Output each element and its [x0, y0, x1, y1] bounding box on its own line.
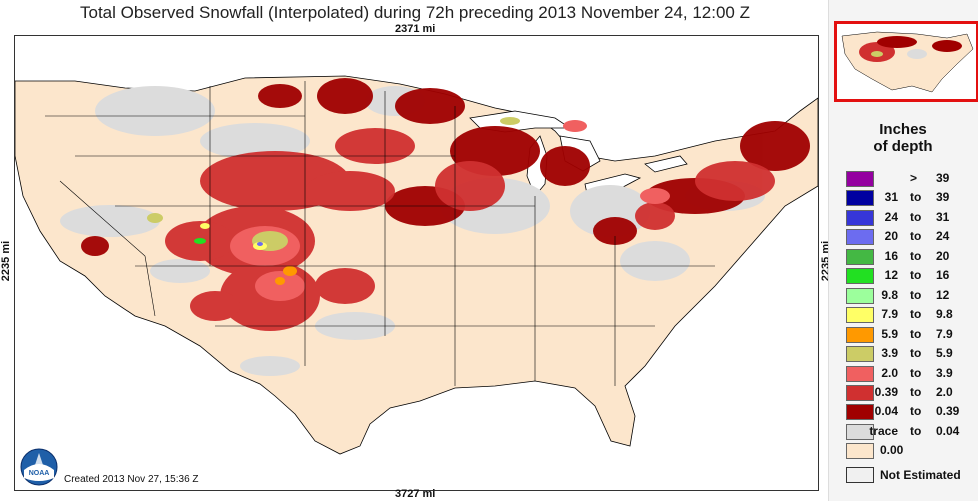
distance-left-label: 2235 mi: [0, 240, 13, 282]
legend-label: Not Estimated: [880, 468, 961, 482]
legend-low-value: 31: [884, 190, 898, 205]
legend-row: 7.9 to 9.8: [846, 307, 976, 324]
legend-row: 9.8 to 12: [846, 287, 976, 304]
legend-low-value: 0.00: [880, 443, 904, 458]
legend-low-value: 5.9: [881, 326, 898, 341]
legend-high-value: 9.8: [936, 307, 953, 322]
legend-swatch: [846, 287, 874, 304]
legend-low-value: 20: [884, 229, 898, 244]
legend-low-value: 12: [884, 268, 898, 283]
inset-map-canvas: [841, 31, 974, 93]
legend-row: 12 to 16: [846, 268, 976, 285]
legend-swatch: [846, 467, 874, 483]
legend-low-value: 7.9: [881, 307, 898, 322]
legend-high-value: 31: [936, 209, 950, 224]
legend-low-value: trace: [869, 423, 898, 438]
legend-row: 5.9 to 7.9: [846, 326, 976, 343]
legend-high-value: 7.9: [936, 326, 953, 341]
legend-high-value: 2.0: [936, 384, 953, 399]
legend-title: Inches of depth: [873, 121, 933, 155]
legend-swatch: [846, 268, 874, 285]
legend-high-value: 0.39: [936, 404, 960, 419]
legend-low-value: 0.04: [874, 404, 898, 419]
legend-swatch: [846, 404, 874, 421]
legend-high-value: 5.9: [936, 346, 953, 361]
legend-separator: to: [910, 307, 922, 322]
legend-swatch: [846, 171, 874, 187]
created-timestamp: Created 2013 Nov 27, 15:36 Z: [64, 474, 199, 485]
legend-separator: to: [910, 346, 922, 361]
legend-row: 3.9 to 5.9: [846, 346, 976, 363]
snowfall-map-canvas: [15, 75, 818, 455]
legend-swatch: [846, 229, 874, 246]
legend-high-value: 0.04: [936, 423, 960, 438]
svg-text:NOAA: NOAA: [29, 470, 50, 477]
distance-bottom-label: 3727 mi: [395, 488, 436, 500]
legend-not-estimated: Not Estimated: [846, 467, 976, 485]
legend-row: 2.0 to 3.9: [846, 365, 976, 382]
legend-row: 20 to 24: [846, 229, 976, 246]
legend-low-value: 24: [884, 209, 898, 224]
legend-row: trace to 0.04: [846, 423, 976, 440]
legend-swatch: [846, 248, 874, 265]
legend-separator: to: [910, 268, 922, 283]
legend-swatch: [846, 307, 874, 324]
snow-12-16: [194, 238, 206, 244]
legend-separator: to: [910, 190, 922, 205]
legend-low-value: 0.39: [874, 384, 898, 399]
legend-row: 0.39 to 2.0: [846, 384, 976, 401]
legend-row: 0.04 to 0.39: [846, 404, 976, 421]
legend-swatch: [846, 346, 874, 363]
legend-high-value: 3.9: [936, 365, 953, 380]
noaa-logo: NOAA: [20, 448, 58, 491]
legend-separator: to: [910, 423, 922, 438]
legend-swatch: [846, 326, 874, 343]
legend-separator: to: [910, 248, 922, 263]
distance-top-label: 2371 mi: [395, 23, 436, 35]
legend-high-value: 12: [936, 287, 950, 302]
legend-swatch: [846, 190, 874, 207]
overview-inset-map[interactable]: [834, 21, 978, 102]
legend-high-value: 24: [936, 229, 950, 244]
legend-low-value: 9.8: [881, 287, 898, 302]
legend-high-value: 39: [936, 171, 950, 185]
legend-high-value: 39: [936, 190, 950, 205]
snow-20-24: [257, 242, 263, 246]
legend-separator: to: [910, 287, 922, 302]
legend-separator: to: [910, 326, 922, 341]
legend-separator: to: [910, 365, 922, 380]
legend-separator: to: [910, 229, 922, 244]
legend-high-value: 16: [936, 268, 950, 283]
legend-low-value: 16: [884, 248, 898, 263]
legend-swatch: [846, 384, 874, 401]
state-boundaries: [45, 81, 715, 386]
legend-high-value: 20: [936, 248, 950, 263]
legend-separator: to: [910, 209, 922, 224]
legend-low-value: 3.9: [881, 346, 898, 361]
legend-swatch: [846, 443, 874, 460]
legend-separator: to: [910, 384, 922, 399]
snow-5-9-7-9: [275, 266, 297, 285]
legend-separator: >: [910, 171, 918, 185]
legend-row: >39: [846, 171, 976, 187]
legend-swatch: [846, 423, 874, 440]
map-title: Total Observed Snowfall (Interpolated) d…: [79, 3, 750, 22]
legend-low-value: 2.0: [881, 365, 898, 380]
legend-swatch: [846, 209, 874, 226]
legend-row: 16 to 20: [846, 248, 976, 265]
legend-row: 24 to 31: [846, 209, 976, 226]
snowfall-map[interactable]: [14, 35, 819, 491]
legend-swatch: [846, 365, 874, 382]
legend-row: 0.00: [846, 443, 976, 460]
legend-row: 31 to 39: [846, 190, 976, 207]
legend-separator: to: [910, 404, 922, 419]
